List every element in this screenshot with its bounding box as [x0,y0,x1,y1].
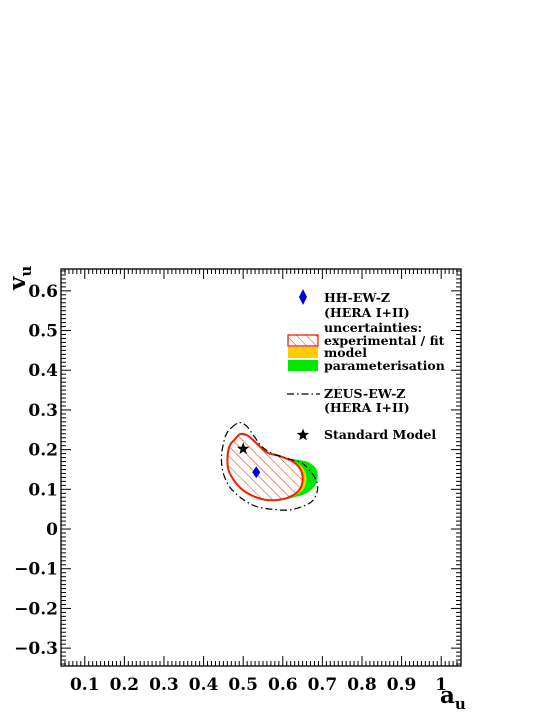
hh-ew-z-point [252,466,261,479]
legend-parameterisation-swatch [288,360,318,371]
x-tick-label: 0.8 [347,675,377,695]
y-tick-label: 0.5 [28,322,58,342]
legend-model-swatch [288,347,318,358]
plot-frame [60,268,462,667]
x-tick-label: 0.1 [70,675,100,695]
legend: HH-EW-Z (HERA I+II) uncertainties: exper… [287,289,445,442]
y-tick-label: −0.3 [14,639,58,659]
y-tick-label: 0.3 [28,401,58,421]
legend-experimental-swatch [287,334,319,347]
x-tick-label: 0.3 [149,675,179,695]
x-tick-label: 0.4 [189,675,219,695]
legend-hh-line2: (HERA I+II) [324,305,410,320]
legend-parameterisation: parameterisation [324,358,445,373]
legend-star-marker [296,428,310,441]
legend-experimental: experimental / fit [324,333,445,348]
y-tick-label: 0 [46,520,58,540]
x-tick-label: 0.7 [308,675,338,695]
x-tick-label: 0.9 [387,675,417,695]
legend-zeus-line1: ZEUS-EW-Z [324,386,405,401]
x-axis-title: au [440,682,466,713]
x-tick-label: 0.5 [228,675,258,695]
legend-sm: Standard Model [324,427,436,442]
marker-layer [237,442,261,479]
tick-layer: 0.1 0.2 0.3 0.4 0.5 0.6 0.7 0.8 0.9 1 −0.3 −0.2 −0.1… [14,269,462,695]
x-tick-label: 0.2 [110,675,140,695]
legend-diamond-marker [299,289,307,305]
y-axis-title: vu [4,266,35,291]
y-tick-label: 0.1 [28,480,58,500]
legend-zeus-line2: (HERA I+II) [324,400,410,415]
standard-model-point [237,442,250,455]
y-axis-title-subscript: u [17,266,35,277]
legend-model: model [324,345,367,360]
legend-uncertainties: uncertainties: [324,320,422,335]
y-tick-label: 0.2 [28,441,58,461]
zeus-contour [220,421,319,511]
x-tick-label: 0.6 [268,675,298,695]
y-tick-label: 0.4 [28,361,58,381]
legend-hh-line1: HH-EW-Z [324,290,390,305]
experimental-contour [226,432,304,502]
x-tick-label: 1 [435,675,447,695]
y-tick-label: −0.2 [14,599,58,619]
x-axis-title-subscript: u [455,695,466,713]
y-tick-label: −0.1 [14,560,58,580]
y-tick-label: 0.6 [28,282,58,302]
contour-layer [220,421,319,511]
